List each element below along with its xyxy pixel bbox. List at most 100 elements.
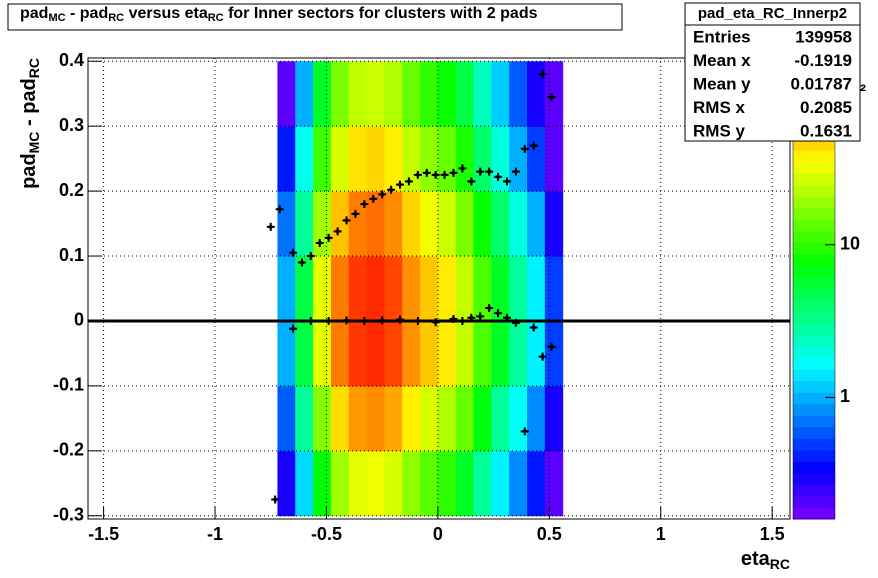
heatmap-cell	[348, 191, 368, 257]
stats-value: 0.2085	[800, 98, 852, 117]
heatmap-cell	[295, 385, 314, 452]
x-tick-label: 0.5	[537, 524, 562, 544]
text-part: eta	[741, 548, 771, 570]
profile-dot	[362, 318, 367, 323]
colorbar-step	[793, 311, 835, 324]
heatmap-cell	[277, 256, 296, 322]
colorbar-step	[793, 484, 835, 497]
heatmap-cell	[509, 320, 528, 387]
profile-dot	[433, 320, 438, 325]
heatmap-cell	[491, 256, 510, 322]
colorbar-step	[793, 323, 835, 336]
heatmap-cell	[295, 61, 314, 127]
z-tick-label: 1	[840, 386, 850, 406]
heatmap-cell	[402, 385, 421, 452]
profile-dot	[496, 311, 501, 316]
heatmap-cell	[402, 450, 421, 517]
rich-text: padMC - padRC	[18, 58, 42, 189]
heatmap-cell	[384, 61, 403, 127]
stats-box	[684, 2, 861, 142]
colorbar-step	[793, 230, 835, 243]
heatmap-cell	[330, 256, 350, 322]
heatmap-cell	[491, 450, 510, 517]
text-part: pad	[18, 153, 40, 189]
heatmap-cell	[420, 320, 439, 387]
heatmap-cell	[473, 61, 492, 127]
y-tick-label: 0.1	[59, 245, 84, 265]
heatmap-cell	[313, 450, 332, 517]
heatmap-cell	[420, 450, 439, 517]
profile-dot	[415, 172, 420, 177]
profile-dot	[424, 170, 429, 175]
profile-dot	[389, 187, 394, 192]
profile-dot	[308, 318, 313, 323]
heatmap-cell	[402, 320, 421, 387]
heatmap-cell	[473, 126, 492, 192]
profile-dot	[496, 174, 501, 179]
heatmap-cell	[491, 385, 510, 452]
colorbar-step	[793, 173, 835, 186]
profile-dot	[478, 314, 483, 319]
text-part: versus eta	[124, 5, 208, 22]
colorbar-step	[793, 219, 835, 232]
heatmap-cell	[420, 385, 439, 452]
heatmap-cell	[277, 191, 296, 257]
heatmap-cell	[277, 126, 296, 192]
heatmap-cell	[277, 61, 296, 127]
heatmap-cell	[527, 126, 546, 192]
profile-dot	[344, 218, 349, 223]
profile-dot	[308, 254, 313, 259]
heatmap-cell	[348, 320, 368, 387]
profile-dot	[487, 169, 492, 174]
profile-dot	[522, 146, 527, 151]
plot-area: -1.5 -1 -0.5 0 0.5 1 1.5 -0.3 -0.2 -0.1 0 0.1 0.2 0.3…	[18, 50, 866, 572]
heatmap-cell	[366, 61, 385, 127]
profile-dot	[460, 166, 465, 171]
x-tick-label: -1	[207, 524, 223, 544]
heatmap-cell	[527, 385, 546, 452]
text-part: RC	[108, 12, 124, 24]
heatmap-cell	[313, 256, 332, 322]
heatmap-cell	[384, 385, 403, 452]
heatmap-cell	[295, 320, 314, 387]
profile-dot	[504, 315, 509, 320]
stats-label: Mean y	[693, 74, 751, 93]
title-box	[7, 3, 623, 31]
heatmap-cell	[509, 256, 528, 322]
heatmap-cell	[366, 450, 385, 517]
heatmap-cell	[437, 256, 457, 322]
rich-text: etaRC	[741, 548, 790, 572]
profile-dot	[549, 344, 554, 349]
colorbar-step	[793, 357, 835, 370]
heatmap-cell	[295, 191, 314, 257]
colorbar-step	[793, 150, 835, 163]
heatmap-cell	[420, 191, 439, 257]
heatmap-cell	[330, 126, 350, 192]
heatmap-cell	[437, 126, 457, 192]
heatmap-cell	[313, 126, 332, 192]
heatmap-cell	[437, 191, 457, 257]
heatmap-cell	[277, 385, 296, 452]
heatmap-cell	[384, 320, 403, 387]
profile-dot	[531, 325, 536, 330]
heatmap-cell	[366, 256, 385, 322]
profile-dot	[398, 182, 402, 187]
heatmap-cell	[277, 450, 296, 517]
profile-dot	[442, 172, 447, 177]
colorbar-step	[793, 265, 835, 278]
stats-value: 139958	[795, 27, 852, 46]
colorbar-step	[793, 184, 835, 197]
colorbar-step	[793, 346, 835, 359]
y-tick-label: -0.2	[53, 440, 84, 460]
profile-dot	[277, 207, 282, 212]
heatmap-cell	[455, 61, 475, 127]
text-part: - pad	[18, 78, 40, 131]
text-part: RC	[770, 556, 790, 572]
stats-label: Entries	[693, 27, 751, 46]
colorbar-step	[793, 461, 835, 474]
profile-dot	[513, 169, 518, 174]
heatmap-cell	[455, 256, 475, 322]
colorbar-step	[793, 449, 835, 462]
heatmap-cell	[366, 385, 385, 452]
